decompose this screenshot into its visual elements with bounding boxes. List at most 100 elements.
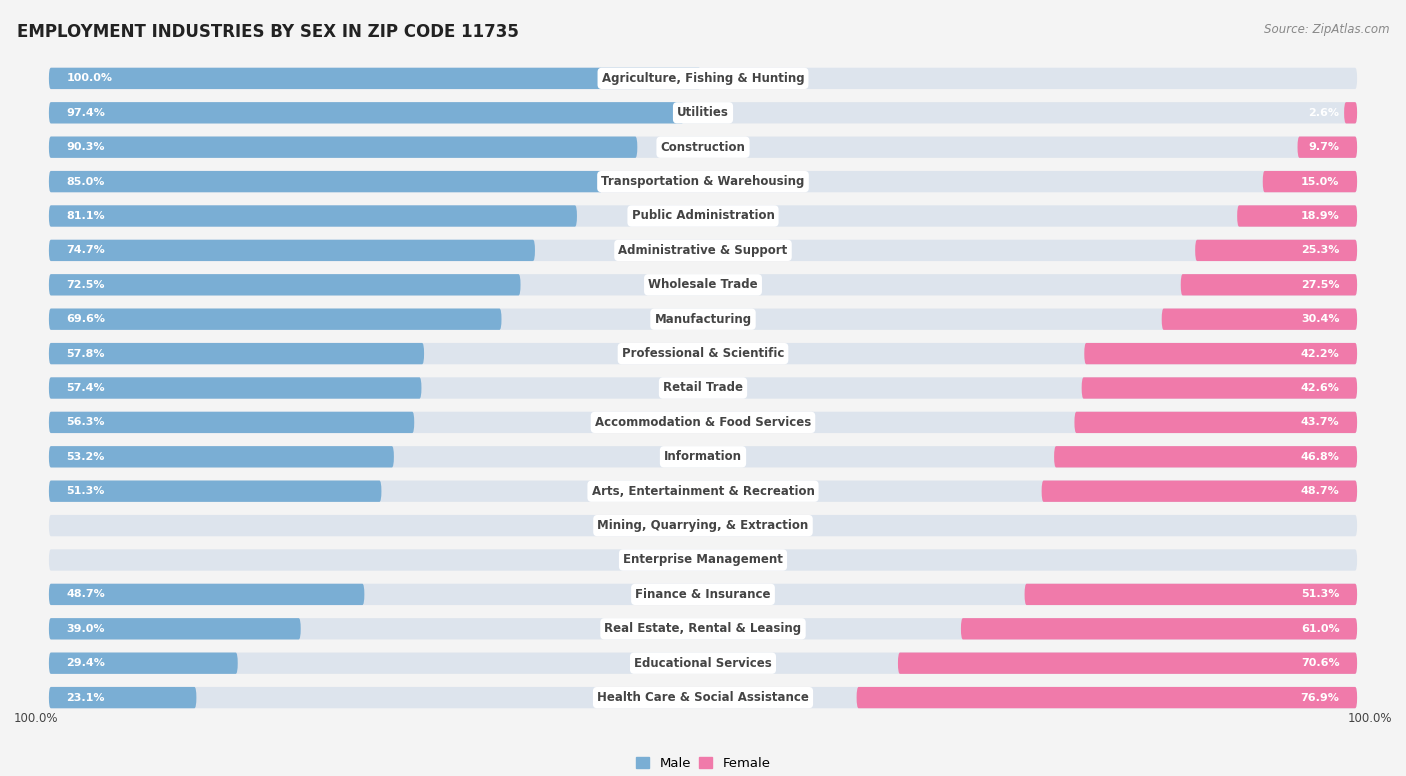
FancyBboxPatch shape	[856, 687, 1357, 708]
Text: Transportation & Warehousing: Transportation & Warehousing	[602, 175, 804, 188]
Text: 57.4%: 57.4%	[66, 383, 105, 393]
Text: Educational Services: Educational Services	[634, 656, 772, 670]
Text: 29.4%: 29.4%	[66, 658, 105, 668]
Text: 2.6%: 2.6%	[1309, 108, 1340, 118]
Text: 85.0%: 85.0%	[66, 177, 105, 186]
Text: Administrative & Support: Administrative & Support	[619, 244, 787, 257]
FancyBboxPatch shape	[49, 687, 197, 708]
FancyBboxPatch shape	[49, 549, 1357, 570]
FancyBboxPatch shape	[1237, 206, 1357, 227]
Text: 76.9%: 76.9%	[1301, 693, 1340, 702]
Text: Construction: Construction	[661, 140, 745, 154]
Text: 27.5%: 27.5%	[1301, 280, 1340, 289]
Text: 25.3%: 25.3%	[1301, 245, 1340, 255]
FancyBboxPatch shape	[49, 515, 1357, 536]
Text: Finance & Insurance: Finance & Insurance	[636, 588, 770, 601]
Text: 57.8%: 57.8%	[66, 348, 105, 359]
FancyBboxPatch shape	[49, 171, 1357, 192]
FancyBboxPatch shape	[49, 137, 1357, 158]
Text: 39.0%: 39.0%	[66, 624, 105, 634]
Text: 74.7%: 74.7%	[66, 245, 105, 255]
Text: Source: ZipAtlas.com: Source: ZipAtlas.com	[1264, 23, 1389, 36]
Text: Agriculture, Fishing & Hunting: Agriculture, Fishing & Hunting	[602, 72, 804, 85]
Text: Public Administration: Public Administration	[631, 210, 775, 223]
Text: Wholesale Trade: Wholesale Trade	[648, 279, 758, 291]
Legend: Male, Female: Male, Female	[630, 752, 776, 775]
FancyBboxPatch shape	[49, 343, 425, 364]
Text: Professional & Scientific: Professional & Scientific	[621, 347, 785, 360]
Text: 30.4%: 30.4%	[1301, 314, 1340, 324]
FancyBboxPatch shape	[49, 618, 301, 639]
Text: Utilities: Utilities	[678, 106, 728, 120]
Text: 100.0%: 100.0%	[66, 74, 112, 83]
Text: Manufacturing: Manufacturing	[654, 313, 752, 326]
FancyBboxPatch shape	[49, 309, 502, 330]
Text: 15.0%: 15.0%	[1301, 177, 1340, 186]
FancyBboxPatch shape	[49, 446, 394, 467]
Text: Retail Trade: Retail Trade	[664, 382, 742, 394]
FancyBboxPatch shape	[49, 412, 1357, 433]
FancyBboxPatch shape	[960, 618, 1357, 639]
FancyBboxPatch shape	[49, 206, 576, 227]
Text: 48.7%: 48.7%	[66, 590, 105, 599]
FancyBboxPatch shape	[49, 377, 422, 399]
FancyBboxPatch shape	[1195, 240, 1357, 261]
FancyBboxPatch shape	[1161, 309, 1357, 330]
FancyBboxPatch shape	[49, 653, 238, 674]
FancyBboxPatch shape	[1042, 480, 1357, 502]
Text: 18.9%: 18.9%	[1301, 211, 1340, 221]
FancyBboxPatch shape	[49, 584, 364, 605]
Text: 46.8%: 46.8%	[1301, 452, 1340, 462]
Text: 42.2%: 42.2%	[1301, 348, 1340, 359]
Text: 56.3%: 56.3%	[66, 417, 105, 428]
Text: 70.6%: 70.6%	[1301, 658, 1340, 668]
FancyBboxPatch shape	[1181, 274, 1357, 296]
FancyBboxPatch shape	[49, 343, 1357, 364]
FancyBboxPatch shape	[49, 274, 1357, 296]
FancyBboxPatch shape	[49, 480, 381, 502]
Text: 9.7%: 9.7%	[1309, 142, 1340, 152]
FancyBboxPatch shape	[49, 137, 637, 158]
Text: 72.5%: 72.5%	[66, 280, 105, 289]
Text: 53.2%: 53.2%	[66, 452, 105, 462]
Text: Health Care & Social Assistance: Health Care & Social Assistance	[598, 691, 808, 704]
FancyBboxPatch shape	[1263, 171, 1357, 192]
Text: Mining, Quarrying, & Extraction: Mining, Quarrying, & Extraction	[598, 519, 808, 532]
Text: Accommodation & Food Services: Accommodation & Food Services	[595, 416, 811, 429]
Text: 69.6%: 69.6%	[66, 314, 105, 324]
FancyBboxPatch shape	[49, 377, 1357, 399]
FancyBboxPatch shape	[49, 584, 1357, 605]
FancyBboxPatch shape	[49, 102, 1357, 123]
Text: 81.1%: 81.1%	[66, 211, 105, 221]
FancyBboxPatch shape	[49, 480, 1357, 502]
Text: 100.0%: 100.0%	[14, 712, 59, 726]
FancyBboxPatch shape	[49, 240, 534, 261]
Text: Information: Information	[664, 450, 742, 463]
FancyBboxPatch shape	[49, 412, 415, 433]
Text: 51.3%: 51.3%	[1301, 590, 1340, 599]
Text: 61.0%: 61.0%	[1301, 624, 1340, 634]
Text: 100.0%: 100.0%	[1347, 712, 1392, 726]
FancyBboxPatch shape	[1084, 343, 1357, 364]
FancyBboxPatch shape	[1344, 102, 1357, 123]
FancyBboxPatch shape	[1298, 137, 1357, 158]
FancyBboxPatch shape	[1025, 584, 1357, 605]
Text: 51.3%: 51.3%	[66, 487, 105, 496]
Text: 90.3%: 90.3%	[66, 142, 105, 152]
Text: Arts, Entertainment & Recreation: Arts, Entertainment & Recreation	[592, 485, 814, 497]
Text: Real Estate, Rental & Leasing: Real Estate, Rental & Leasing	[605, 622, 801, 636]
FancyBboxPatch shape	[49, 274, 520, 296]
Text: EMPLOYMENT INDUSTRIES BY SEX IN ZIP CODE 11735: EMPLOYMENT INDUSTRIES BY SEX IN ZIP CODE…	[17, 23, 519, 41]
FancyBboxPatch shape	[1081, 377, 1357, 399]
FancyBboxPatch shape	[49, 653, 1357, 674]
FancyBboxPatch shape	[49, 446, 1357, 467]
Text: 43.7%: 43.7%	[1301, 417, 1340, 428]
FancyBboxPatch shape	[49, 68, 702, 89]
FancyBboxPatch shape	[49, 240, 1357, 261]
FancyBboxPatch shape	[49, 206, 1357, 227]
Text: 97.4%: 97.4%	[66, 108, 105, 118]
FancyBboxPatch shape	[898, 653, 1357, 674]
Text: Enterprise Management: Enterprise Management	[623, 553, 783, 566]
FancyBboxPatch shape	[49, 68, 1357, 89]
Text: 48.7%: 48.7%	[1301, 487, 1340, 496]
